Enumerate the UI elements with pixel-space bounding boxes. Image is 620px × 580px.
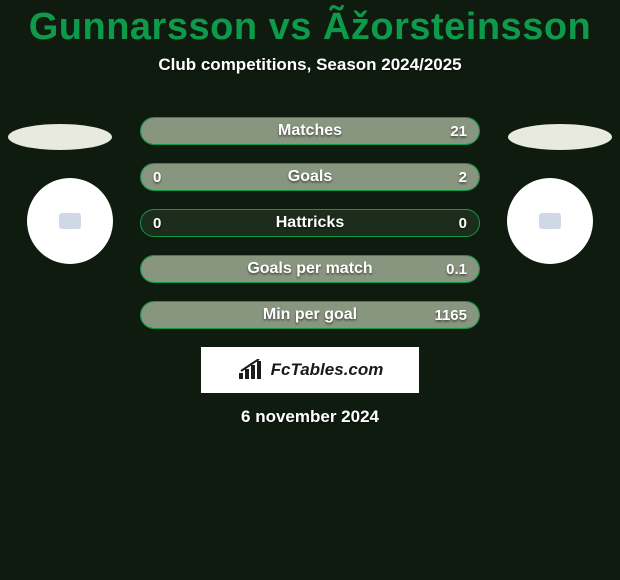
player-left-avatar [27,178,113,264]
player-right-avatar [507,178,593,264]
page-title: Gunnarsson vs Ãžorsteinsson [0,0,620,49]
stat-right-value: 2 [459,169,467,186]
subtitle: Club competitions, Season 2024/2025 [0,55,620,75]
stat-right-value: 21 [450,123,467,140]
comparison-infographic: Gunnarsson vs Ãžorsteinsson Club competi… [0,0,620,580]
stat-row: 0 Goals 2 [140,163,480,191]
stat-row: 0 Hattricks 0 [140,209,480,237]
stat-right-value: 0.1 [446,261,467,278]
stat-row: Goals per match 0.1 [140,255,480,283]
stat-right-value: 1165 [434,307,467,324]
stats-panel: Matches 21 0 Goals 2 0 Hattricks 0 Goals per mat… [140,117,480,329]
chart-icon [237,359,265,381]
stat-label: Goals [288,168,332,186]
date: 6 november 2024 [0,407,620,427]
stat-row: Min per goal 1165 [140,301,480,329]
stat-label: Matches [278,122,342,140]
stat-left-value: 0 [153,169,161,186]
avatar-placeholder-icon [59,213,81,229]
player-right-shadow [508,124,612,150]
logo-text: FcTables.com [271,360,384,380]
stat-row: Matches 21 [140,117,480,145]
stat-label: Min per goal [263,306,357,324]
player-left-shadow [8,124,112,150]
stat-right-value: 0 [459,215,467,232]
site-logo: FcTables.com [201,347,419,393]
stat-label: Hattricks [276,214,344,232]
avatar-placeholder-icon [539,213,561,229]
stat-label: Goals per match [247,260,372,278]
stat-left-value: 0 [153,215,161,232]
